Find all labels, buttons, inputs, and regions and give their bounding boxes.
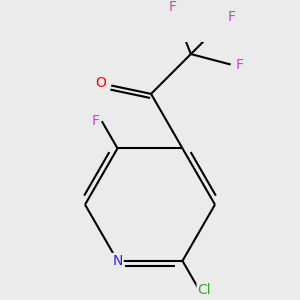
Text: F: F xyxy=(92,114,100,128)
Text: F: F xyxy=(169,0,177,14)
Text: F: F xyxy=(236,58,244,71)
Text: N: N xyxy=(112,254,123,268)
Text: F: F xyxy=(228,11,236,24)
Text: O: O xyxy=(95,76,106,90)
Text: Cl: Cl xyxy=(198,283,211,297)
